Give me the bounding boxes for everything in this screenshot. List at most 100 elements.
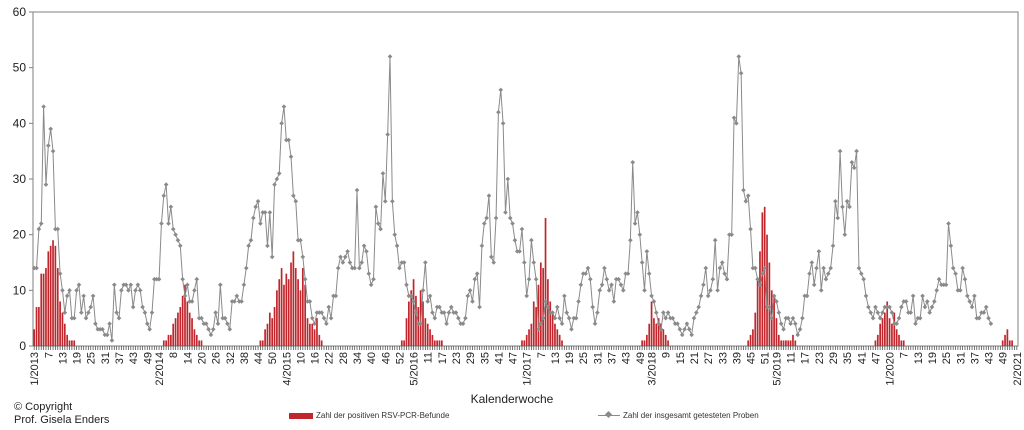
data-point bbox=[161, 193, 167, 198]
data-point bbox=[55, 226, 61, 232]
data-point bbox=[423, 260, 428, 265]
data-point bbox=[76, 282, 82, 288]
data-point bbox=[981, 310, 987, 315]
data-point bbox=[578, 282, 584, 288]
data-point bbox=[114, 310, 119, 315]
data-point bbox=[682, 327, 687, 332]
bar bbox=[438, 340, 441, 346]
data-point bbox=[576, 299, 581, 304]
data-point bbox=[434, 304, 440, 310]
x-tick-label: 39 bbox=[731, 352, 743, 364]
data-point bbox=[210, 327, 216, 332]
bar bbox=[895, 329, 898, 346]
data-point bbox=[632, 221, 638, 226]
x-tick-label: 13 bbox=[550, 352, 562, 364]
data-point bbox=[491, 260, 496, 265]
bar bbox=[403, 340, 405, 346]
data-point bbox=[778, 321, 784, 327]
data-point bbox=[371, 276, 376, 282]
data-point bbox=[658, 327, 664, 332]
data-point bbox=[399, 260, 405, 265]
data-point bbox=[814, 265, 819, 271]
data-point bbox=[255, 198, 261, 204]
data-point bbox=[559, 321, 565, 327]
data-point bbox=[934, 288, 940, 293]
x-tick-label: 22 bbox=[324, 352, 336, 364]
data-point bbox=[427, 293, 433, 299]
x-tick-label: 43 bbox=[128, 352, 140, 364]
data-point bbox=[225, 321, 230, 327]
data-point bbox=[477, 304, 482, 310]
bar bbox=[424, 318, 427, 346]
data-point bbox=[882, 304, 888, 310]
data-point bbox=[359, 260, 365, 265]
data-point bbox=[585, 265, 591, 271]
bar bbox=[768, 262, 771, 346]
bar bbox=[193, 329, 196, 346]
data-point bbox=[807, 271, 812, 276]
data-point bbox=[185, 282, 190, 288]
data-point bbox=[159, 221, 164, 226]
bar bbox=[422, 301, 424, 346]
data-point bbox=[208, 332, 214, 338]
data-point bbox=[628, 237, 633, 243]
bar bbox=[893, 312, 896, 346]
bar bbox=[191, 318, 193, 346]
data-point bbox=[53, 226, 58, 232]
bar bbox=[410, 290, 413, 346]
bar bbox=[792, 334, 794, 346]
data-point bbox=[566, 315, 572, 321]
x-tick-label: 49 bbox=[998, 352, 1010, 364]
data-point bbox=[665, 310, 671, 315]
bar bbox=[49, 245, 52, 346]
bar bbox=[902, 340, 905, 346]
data-point bbox=[569, 327, 574, 332]
bar bbox=[749, 334, 752, 346]
x-tick-label: 3/2018 bbox=[647, 352, 659, 386]
data-point bbox=[175, 237, 181, 243]
data-point bbox=[922, 304, 928, 310]
data-point bbox=[97, 327, 103, 332]
data-point bbox=[620, 288, 626, 293]
bar bbox=[431, 334, 434, 346]
data-point bbox=[802, 293, 808, 299]
data-point bbox=[328, 315, 334, 321]
bar bbox=[528, 329, 530, 346]
data-point bbox=[392, 232, 398, 237]
bar bbox=[787, 340, 790, 346]
data-point bbox=[57, 271, 63, 276]
data-point bbox=[983, 304, 989, 310]
data-point bbox=[34, 265, 39, 271]
data-point bbox=[616, 276, 621, 282]
data-point bbox=[649, 293, 654, 299]
x-tick-label: 11 bbox=[423, 352, 435, 363]
bar bbox=[539, 262, 542, 346]
data-point bbox=[293, 198, 299, 204]
bar bbox=[898, 334, 900, 346]
data-point bbox=[891, 321, 897, 327]
bar bbox=[198, 340, 200, 346]
data-point bbox=[241, 282, 247, 288]
data-point bbox=[899, 304, 904, 310]
data-point bbox=[88, 304, 94, 310]
bar bbox=[172, 323, 175, 346]
data-point bbox=[595, 310, 600, 315]
data-point bbox=[800, 315, 805, 321]
data-point bbox=[764, 304, 770, 310]
data-point bbox=[522, 260, 527, 265]
bar bbox=[777, 334, 780, 346]
x-tick-label: 35 bbox=[842, 352, 854, 364]
data-point bbox=[644, 249, 650, 254]
x-tick-label: 19 bbox=[927, 352, 939, 364]
data-point bbox=[71, 315, 77, 321]
data-point bbox=[83, 315, 89, 321]
bar bbox=[884, 312, 886, 346]
x-tick-label: 5/2016 bbox=[409, 352, 421, 386]
data-point bbox=[606, 288, 612, 293]
bar bbox=[549, 301, 552, 346]
data-point bbox=[894, 321, 899, 327]
data-point bbox=[962, 276, 968, 282]
x-tick-label: 19 bbox=[564, 352, 576, 364]
bar bbox=[766, 234, 768, 346]
